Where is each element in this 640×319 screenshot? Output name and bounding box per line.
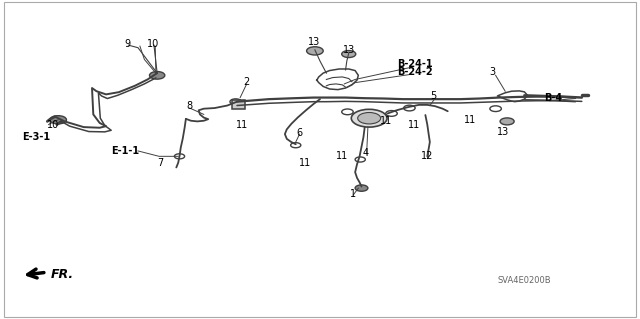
Bar [232,100,244,109]
Text: 9: 9 [124,39,130,48]
Text: B-24-2: B-24-2 [397,67,433,77]
Text: 11: 11 [408,120,420,130]
Circle shape [342,50,356,57]
Text: 11: 11 [464,115,476,125]
Text: 11: 11 [380,116,392,126]
Text: 13: 13 [307,37,320,47]
Text: 11: 11 [299,158,312,168]
Circle shape [500,118,514,125]
Circle shape [355,185,368,191]
Text: 13: 13 [497,127,509,137]
Text: 8: 8 [186,100,192,110]
Text: B-24-1: B-24-1 [397,59,433,69]
Text: 3: 3 [490,67,495,77]
Text: 11: 11 [336,151,348,161]
Text: 10: 10 [147,39,159,48]
Text: 5: 5 [431,91,436,101]
Text: 7: 7 [157,158,163,168]
Text: 1: 1 [349,189,356,199]
Text: E-1-1: E-1-1 [111,145,140,156]
Text: 4: 4 [362,147,369,158]
Text: B-4: B-4 [544,93,562,103]
Text: E-3-1: E-3-1 [22,132,50,142]
Circle shape [150,71,165,79]
Circle shape [307,47,323,55]
Text: 6: 6 [296,128,303,137]
Text: 10: 10 [47,120,59,130]
Text: 2: 2 [243,77,250,87]
Circle shape [358,113,381,124]
Text: 13: 13 [342,45,355,55]
Circle shape [351,109,387,127]
Text: FR.: FR. [51,268,74,281]
Circle shape [50,116,67,124]
Text: SVA4E0200B: SVA4E0200B [497,276,551,285]
Text: 12: 12 [421,151,433,161]
Text: 11: 11 [236,120,248,130]
